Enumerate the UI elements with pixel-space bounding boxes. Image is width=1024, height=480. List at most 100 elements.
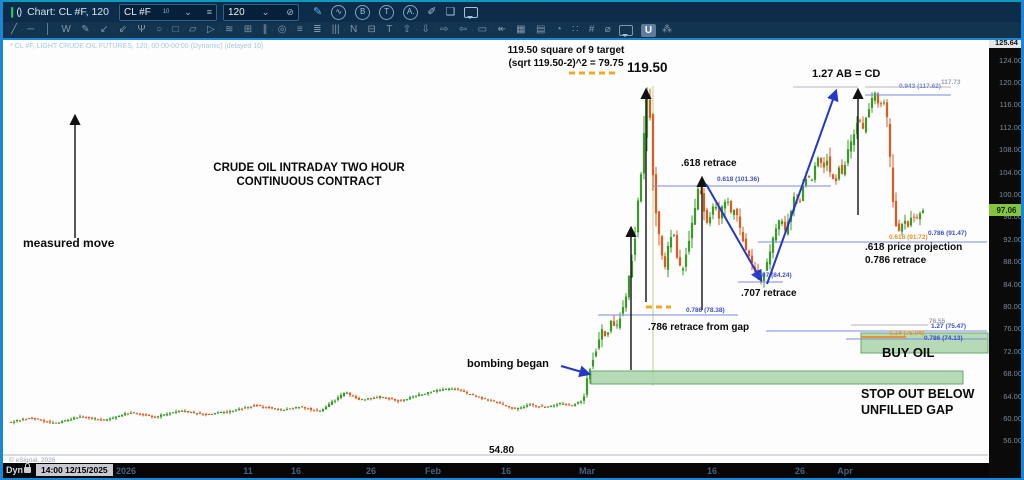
price-tick-label: 96.00 (1003, 212, 1022, 222)
time-tick-label: Apr (837, 466, 853, 476)
fib-time-zones-tool-icon[interactable]: ||| (331, 24, 340, 35)
wave-tool-icon[interactable]: N (349, 24, 358, 35)
title-bar: ❙() Chart: CL #F, 120 CL #F 10 ⌄ ≡ 120 ⌄ … (3, 0, 1021, 22)
time-tick-label: 16 (500, 466, 511, 476)
measured-move-label: measured move (23, 236, 115, 250)
draw-pencil-icon[interactable]: ✎ (312, 6, 323, 18)
note-editor-icon[interactable]: ❏ (445, 6, 456, 18)
ray-tool-icon[interactable]: ⇙ (118, 24, 128, 35)
text-note-tool-icon[interactable]: T (386, 24, 393, 35)
buy-oil-label: BUY OIL (882, 345, 935, 360)
price-tick-label: 84.00 (1003, 279, 1022, 289)
toolbar-separator: · (582, 26, 585, 34)
rectangle-tool-icon[interactable]: □ (172, 24, 179, 35)
toolbar-separator: · (55, 26, 58, 34)
abcd-pattern-label: 1.27 AB = CD (812, 68, 881, 80)
freehand-tool-icon[interactable]: ✎ (81, 24, 90, 35)
pitchfork-tool-icon[interactable]: Ψ (137, 24, 146, 35)
parallel-lines-tool-icon[interactable]: ∥ (262, 24, 268, 35)
drawing-toolbar: ╱ · ─ · │ · W · ✎ · ↙ · ⇙ · Ψ · ○ · □ · ▱ · ▷ · ≋ · ⊞ · ∥ · ◎ · ≡ · ≣ · ||| ·… (3, 22, 1021, 40)
arrow-up-tool-icon[interactable]: ⇧ (402, 24, 412, 35)
triangle-tool-icon[interactable]: ▷ (206, 24, 215, 35)
interval-value: 120 (227, 6, 245, 18)
gann-grid-tool-icon[interactable]: ⊞ (243, 24, 253, 35)
vertical-line-tool-icon[interactable]: │ (44, 24, 52, 35)
cursor-datetime-badge: 14:00 12/15/2025 (36, 464, 113, 476)
bold-tool-icon[interactable]: B (355, 4, 371, 20)
eraser-tool-icon[interactable]: ⌀ (604, 24, 611, 35)
toolbar-separator: · (21, 26, 24, 34)
price-tick-label: 120.00 (999, 78, 1022, 87)
price-tick-label: 60.00 (1003, 414, 1022, 423)
text-tool-icon[interactable]: T (379, 4, 395, 20)
ledger-tool-icon[interactable]: ▤ (535, 24, 546, 35)
time-axis-bar[interactable]: Dyn 14:00 12/15/2025 2026 11 16 26 Feb 16 Mar 1… (3, 463, 989, 478)
parallelogram-tool-icon[interactable]: ▱ (188, 24, 197, 35)
arrow-line-tool-icon[interactable]: ↙ (99, 24, 109, 35)
annotate-tool-icon[interactable]: A. (403, 4, 419, 20)
clock-tool-icon[interactable]: ◔ (555, 24, 562, 35)
stop-out-label: STOP OUT BELOW UNFILLED GAP (861, 387, 975, 418)
symbol-list-icon[interactable]: ≡ (206, 7, 212, 17)
price-tick-label: 76.00 (1003, 324, 1022, 334)
window-frame-border (3, 478, 1021, 480)
grid-tool-icon[interactable]: ▦ (516, 24, 526, 35)
interval-clear-icon[interactable]: ⊘ (286, 6, 294, 17)
symbol-input[interactable]: CL #F 10 ⌄ ≡ (118, 3, 217, 21)
time-tick-label: 11 (243, 466, 253, 476)
time-tick-label: 26 (794, 466, 805, 476)
fib-level-label: 0.618 (101.36) (717, 176, 760, 183)
last-price-badge: 97.06 (989, 204, 1021, 217)
fib-circles-tool-icon[interactable]: ◎ (277, 24, 287, 35)
dot-grid-tool-icon[interactable]: ∷ (572, 24, 579, 35)
price-tick-label: 100.00 (999, 190, 1022, 199)
trendline-tool-icon[interactable]: ╱ (11, 24, 18, 35)
arrow-left-tool-icon[interactable]: ⇦ (458, 24, 468, 35)
zigzag-tool-icon[interactable]: W (61, 24, 71, 35)
price-tick-label: 116.00 (999, 100, 1022, 110)
fib-level-label: 0.707 (84.24) (753, 272, 792, 279)
price-tick-label: 56.00 (1003, 436, 1022, 446)
toolbar-separator: · (549, 26, 552, 34)
time-tick-label: 16 (706, 466, 717, 476)
price-tick-label: 64.00 (1003, 391, 1022, 401)
chat-bubble-icon[interactable] (464, 6, 479, 19)
format-painter-icon[interactable]: ✐ (427, 6, 437, 18)
price-tick-label: 80.00 (1003, 302, 1022, 311)
symbol-value: CL #F (123, 6, 151, 18)
callout-tool-icon[interactable]: ▭ (477, 24, 488, 35)
price-tick-label: 72.00 (1003, 346, 1022, 356)
underline-highlight-button[interactable]: U (640, 23, 657, 37)
toolbar-separator: · (74, 26, 78, 34)
time-tick-label: Feb (424, 466, 441, 476)
price-tick-label: 108.00 (999, 145, 1022, 155)
arrow-right-tool-icon[interactable]: ⇨ (440, 24, 449, 35)
hash-pattern-tool-icon[interactable]: # (588, 24, 595, 35)
fib-retracement-tool-icon[interactable]: ≡ (296, 24, 303, 35)
interval-input[interactable]: 120 ⌄ ⊘ (222, 3, 299, 21)
price-chart-canvas[interactable] (3, 0, 1024, 480)
channel-tool-icon[interactable]: ≋ (224, 24, 234, 35)
callout-bubble-icon[interactable] (618, 24, 633, 37)
expansion-box-tool-icon[interactable]: ⊟ (367, 24, 376, 35)
fib-level-label: 1.14 (75.04) (889, 330, 925, 337)
sparkle-icon[interactable]: ⁂ (662, 24, 673, 35)
lock-icon[interactable] (24, 463, 31, 473)
title-bar-tools: ✎ ∿ B T A. ✐ ❏ (312, 4, 479, 20)
extend-line-tool-icon[interactable]: ↞ (497, 24, 506, 35)
time-tick-label: 26 (365, 466, 376, 476)
fib-extension-tool-icon[interactable]: ≣ (313, 24, 322, 35)
delayed-superscript: 10 (162, 9, 170, 15)
toolbar-separator: · (509, 26, 513, 34)
price-axis[interactable]: 125.64 124.00 120.00 116.00 112.00 108.00 104… (989, 36, 1022, 480)
squiggle-tool-icon[interactable]: ∿ (331, 4, 347, 20)
interval-dropdown-icon[interactable]: ⌄ (261, 6, 270, 17)
symbol-dropdown-icon[interactable]: ⌄ (184, 6, 192, 17)
arrow-down-tool-icon[interactable]: ⇩ (421, 24, 430, 35)
toolbar-separator: · (166, 26, 169, 34)
ellipse-tool-icon[interactable]: ○ (156, 24, 163, 35)
fib-level-label: 0.786 (91.47) (928, 230, 967, 237)
horizontal-line-tool-icon[interactable]: ─ (27, 24, 35, 35)
drawing-tools-group: ╱ · ─ · │ · W · ✎ · ↙ · ⇙ · Ψ · ○ · □ · ▱ · ▷ · ≋ · ⊞ · ∥ · ◎ · ≡ · ≣ · ||| ·… (11, 23, 611, 37)
price-tick-label: 68.00 (1003, 369, 1022, 379)
